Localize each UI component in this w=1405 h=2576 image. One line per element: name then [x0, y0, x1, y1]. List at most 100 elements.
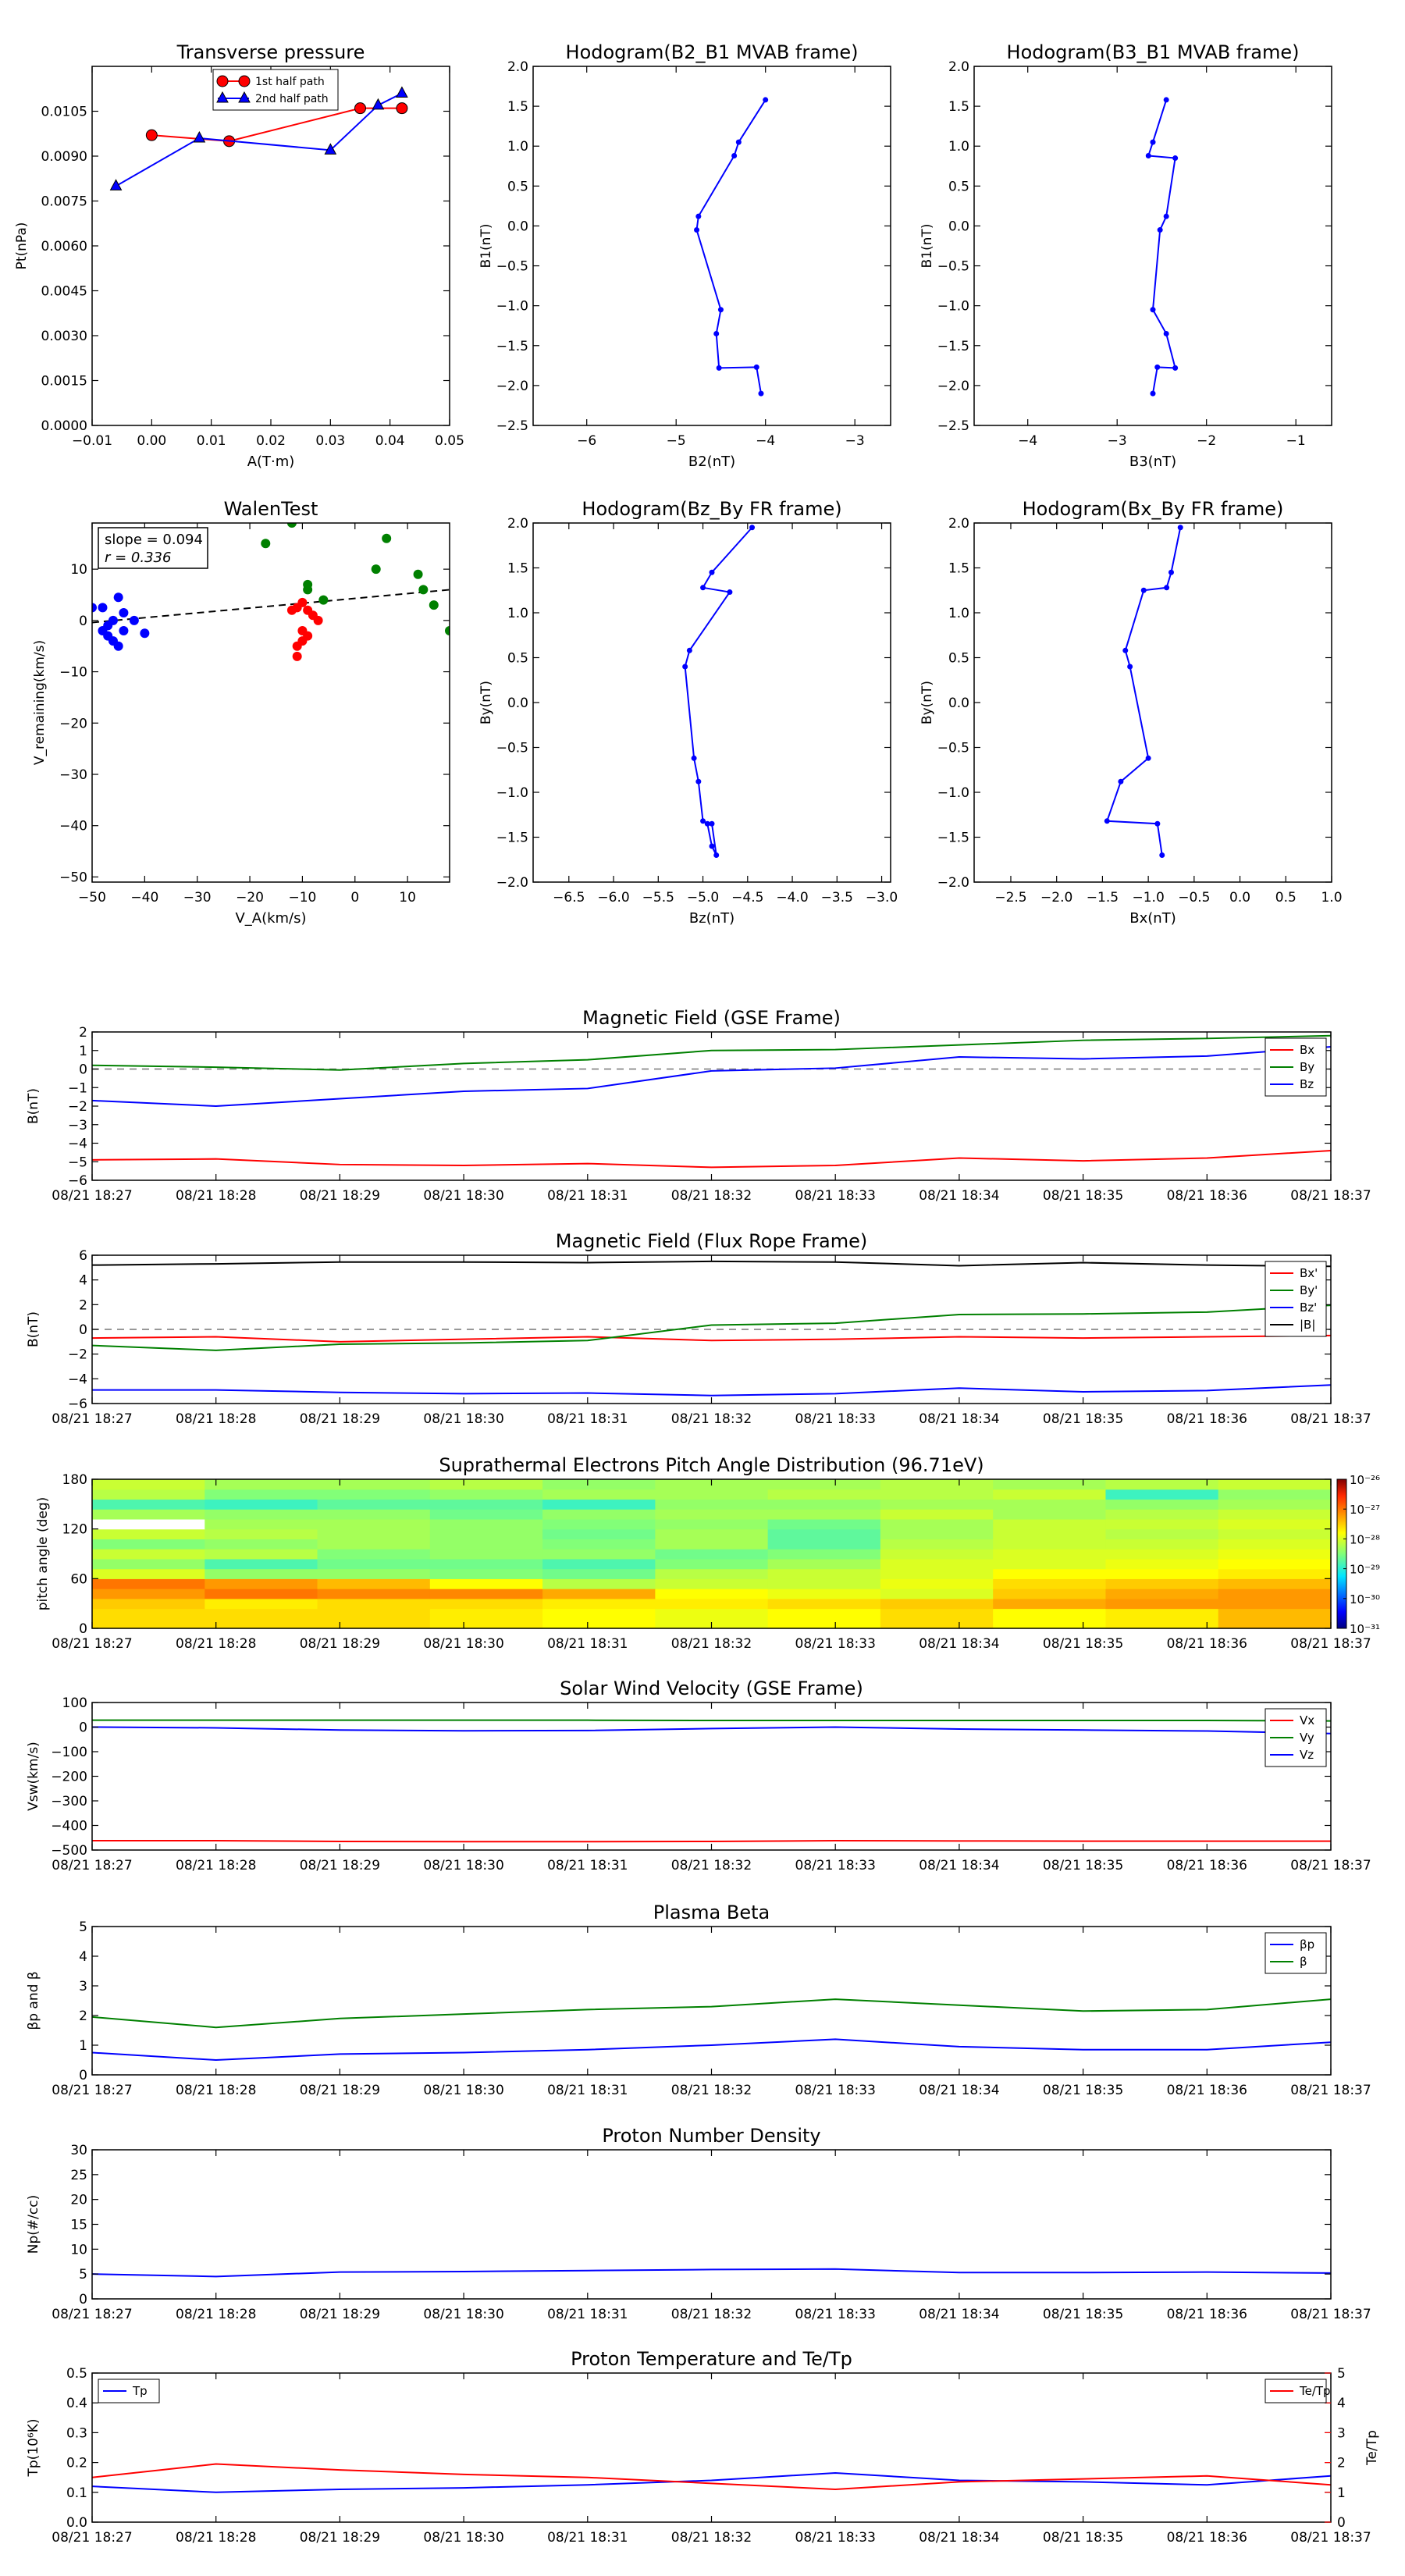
- heatmap-cell: [92, 1518, 205, 1530]
- time-tick-label: 08/21 18:36: [1167, 2530, 1247, 2546]
- heatmap-cell: [542, 1549, 656, 1560]
- heatmap-cell: [767, 1549, 881, 1560]
- data-point: [429, 600, 439, 610]
- time-tick-label: 08/21 18:35: [1043, 2083, 1123, 2098]
- heatmap-cell: [1218, 1598, 1332, 1610]
- time-tick-label: 08/21 18:28: [176, 1858, 256, 1873]
- time-tick-label: 08/21 18:37: [1290, 1636, 1371, 1652]
- series-Vy: [92, 1719, 1331, 1722]
- legend-label: Te/Tp: [1299, 2384, 1331, 2398]
- series-|B|: [92, 1260, 1331, 1268]
- x-tick-label: −0.5: [1178, 890, 1210, 906]
- time-tick-label: 08/21 18:29: [300, 1636, 380, 1652]
- y-tick-label: −300: [51, 1794, 87, 1809]
- panel-title: Plasma Beta: [653, 1902, 770, 1923]
- y-tick-label-right: 0: [1337, 2515, 1346, 2531]
- data-point: [382, 533, 392, 543]
- data-point: [292, 651, 302, 661]
- heatmap-cell: [1105, 1598, 1219, 1610]
- annotation-box: [98, 527, 208, 569]
- plot-area: [92, 1719, 1331, 1843]
- heatmap-cell: [767, 1499, 881, 1510]
- heatmap-cell: [655, 1518, 769, 1530]
- time-tick-label: 08/21 18:32: [671, 1858, 752, 1873]
- y-tick-label: 1.0: [948, 606, 969, 621]
- y-tick-label: 0.0045: [41, 284, 87, 300]
- legend-marker: [238, 75, 251, 87]
- y-tick-label: 0.0000: [41, 418, 87, 434]
- y-tick-label: −0.5: [937, 741, 969, 756]
- heatmap-cell: [317, 1578, 431, 1589]
- series-βp: [92, 2038, 1331, 2062]
- heatmap-cell: [429, 1578, 543, 1589]
- time-tick-label: 08/21 18:30: [423, 1411, 503, 1427]
- series-line-0: [684, 527, 753, 856]
- heatmap-cell: [767, 1608, 881, 1629]
- heatmap-cell: [542, 1528, 656, 1539]
- x-tick-label: −4: [1018, 433, 1037, 449]
- data-point: [1157, 227, 1163, 233]
- y-tick-label: −4: [68, 1372, 87, 1387]
- y-tick-label: 0: [79, 614, 87, 629]
- y-tick-label: 0.0105: [41, 105, 87, 120]
- time-tick-label: 08/21 18:35: [1043, 1411, 1123, 1427]
- time-tick-label: 08/21 18:34: [919, 2083, 999, 2098]
- y-tick-label: 0: [79, 1322, 87, 1338]
- heatmap-cell: [92, 1509, 205, 1520]
- heatmap-cell: [1105, 1578, 1219, 1589]
- y-tick-label: 0.5: [66, 2366, 87, 2382]
- y-axis-label: B1(nT): [919, 224, 935, 269]
- time-tick-label: 08/21 18:29: [300, 1188, 380, 1204]
- heatmap-cell: [993, 1539, 1107, 1550]
- time-tick-label: 08/21 18:31: [547, 1636, 628, 1652]
- x-tick-label: 0.02: [256, 433, 286, 449]
- heatmap-cell: [92, 1558, 205, 1570]
- y-tick-label: 0.5: [948, 179, 969, 194]
- heatmap-cell: [429, 1479, 543, 1490]
- chart-pad: Suprathermal Electrons Pitch Angle Distr…: [35, 1454, 1380, 1652]
- data-point: [1163, 97, 1169, 103]
- legend-label: Bz': [1300, 1300, 1317, 1315]
- y-tick-label: −1.5: [496, 831, 528, 846]
- heatmap-cell: [317, 1549, 431, 1560]
- colorbar-label: 10⁻²⁹: [1350, 1563, 1380, 1577]
- heatmap-cell: [317, 1589, 431, 1599]
- heatmap-cell: [317, 1518, 431, 1530]
- y-tick-label: 2.0: [507, 59, 528, 75]
- legend-marker: [238, 91, 251, 103]
- time-tick-label: 08/21 18:36: [1167, 1858, 1247, 1873]
- heatmap-cell: [205, 1499, 318, 1510]
- chart-mfgse: Magnetic Field (GSE Frame) 08/21 18:27 08/…: [26, 1007, 1371, 1204]
- heatmap-cell: [1218, 1608, 1332, 1629]
- data-point: [113, 592, 123, 603]
- heatmap-cell: [542, 1539, 656, 1550]
- heatmap-cell: [1218, 1549, 1332, 1560]
- y-tick-label: −40: [59, 819, 87, 834]
- plot-frame: [973, 66, 1332, 426]
- heatmap-cell: [1218, 1568, 1332, 1579]
- chart-hbxby: Hodogram(Bx_By FR frame) −2.5 −2.0 −1.5 −1.0…: [919, 498, 1343, 927]
- heatmap-cell: [880, 1558, 994, 1570]
- data-point: [1150, 139, 1156, 145]
- data-point: [98, 603, 108, 613]
- heatmap-cell: [429, 1539, 543, 1550]
- time-tick-label: 08/21 18:29: [300, 2307, 380, 2322]
- data-point: [1150, 307, 1156, 313]
- x-tick-label: −4.0: [776, 890, 808, 906]
- time-tick-label: 08/21 18:28: [176, 2307, 256, 2322]
- chart-swv: Solar Wind Velocity (GSE Frame) 08/21 18:…: [26, 1678, 1371, 1873]
- data-point: [709, 569, 715, 575]
- x-tick-label: −3: [1108, 433, 1127, 449]
- time-tick-label: 08/21 18:36: [1167, 1636, 1247, 1652]
- colorbar: [1336, 1478, 1347, 1629]
- time-tick-label: 08/21 18:35: [1043, 2307, 1123, 2322]
- data-point: [1168, 569, 1174, 575]
- heatmap-cell: [542, 1578, 656, 1589]
- heatmap-cell: [542, 1589, 656, 1599]
- plot-area: [92, 2268, 1331, 2278]
- data-point: [1163, 213, 1169, 219]
- panel-title: Solar Wind Velocity (GSE Frame): [560, 1678, 863, 1699]
- heatmap-cell: [767, 1489, 881, 1500]
- annotation-slope: slope = 0.094: [105, 532, 203, 548]
- data-point: [109, 179, 123, 190]
